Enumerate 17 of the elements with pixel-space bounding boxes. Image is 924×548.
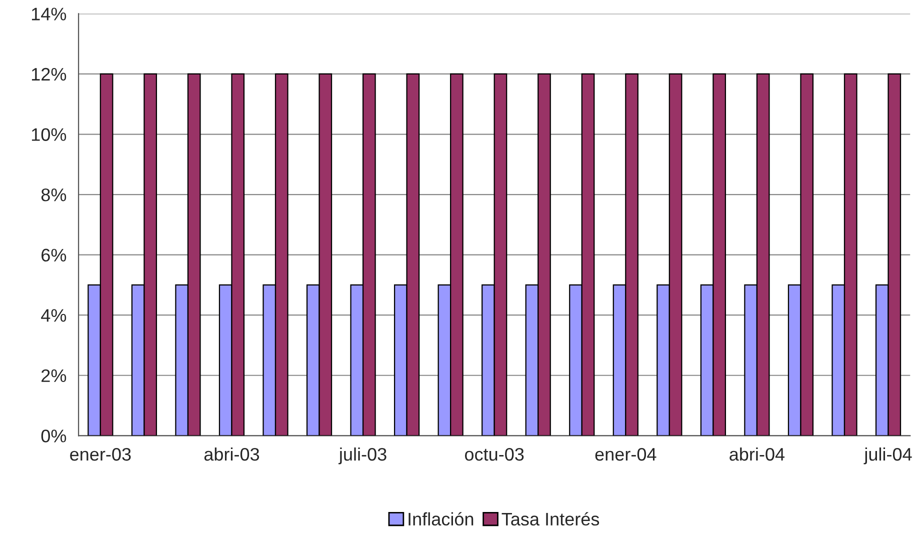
x-tick-label: ener-03 [70,448,131,461]
x-tick-label: octu-03 [464,448,524,461]
y-tick-label: 8% [41,188,66,202]
x-tick-label: juli-03 [338,447,386,464]
y-tick-label: 2% [42,369,66,382]
legend-label: Tasa Interés [502,512,600,526]
legend-label: Inflación [408,512,474,526]
x-tick-label: ener-04 [595,448,656,461]
y-tick-label: 4% [41,309,66,322]
y-tick-label: 14% [32,8,66,20]
y-tick-label: 10% [32,128,66,141]
x-tick-label: abri-04 [730,447,785,461]
x-tick-label: juli-04 [864,447,912,464]
y-tick-label: 12% [32,68,66,81]
x-tick-label: abri-03 [204,447,260,461]
y-tick-label: 0% [41,430,66,442]
y-tick-label: 6% [42,248,66,262]
